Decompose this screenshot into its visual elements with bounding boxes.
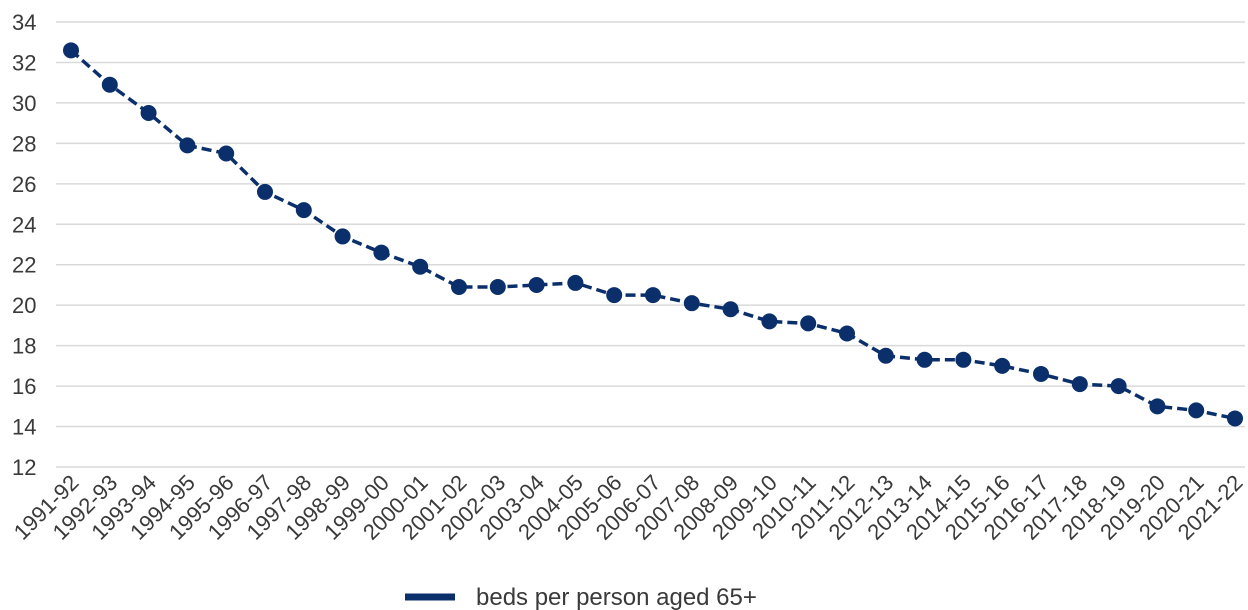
legend: beds per person aged 65+: [405, 584, 757, 610]
data-point: [179, 137, 196, 154]
y-tick-label: 12: [12, 455, 36, 480]
data-point: [645, 287, 661, 304]
legend-label: beds per person aged 65+: [476, 584, 757, 610]
series-line: [69, 48, 1236, 421]
y-axis-tick-labels: 12 14 16 18 20 22 24 26 28 30 32 34: [12, 10, 36, 480]
gridlines: [56, 21, 1245, 468]
y-tick-label: 16: [12, 374, 36, 399]
data-point: [489, 278, 506, 295]
data-point: [955, 351, 972, 368]
data-point: [63, 42, 79, 59]
y-tick-label: 28: [12, 131, 36, 156]
y-tick-label: 20: [12, 293, 36, 318]
data-point: [528, 276, 545, 293]
y-tick-label: 24: [12, 212, 36, 237]
data-point: [1033, 365, 1049, 382]
data-point: [257, 183, 273, 200]
data-point: [567, 274, 584, 291]
y-tick-label: 22: [12, 253, 36, 278]
data-point: [761, 313, 778, 330]
data-point: [994, 357, 1011, 374]
data-point: [722, 301, 739, 318]
data-point: [1188, 402, 1205, 419]
data-point: [1227, 410, 1243, 427]
data-point: [218, 145, 235, 162]
data-point: [1071, 376, 1088, 393]
data-point: [140, 105, 157, 122]
y-tick-label: 26: [12, 172, 36, 197]
data-point: [877, 347, 894, 364]
y-tick-label: 34: [12, 10, 36, 35]
data-point: [451, 278, 467, 295]
x-axis-tick-labels: 1991-921992-931993-941994-951995-961996-…: [9, 470, 1248, 545]
data-point: [606, 287, 623, 304]
data-point: [683, 295, 700, 312]
data-point: [1149, 398, 1166, 415]
data-point: [916, 351, 933, 368]
y-tick-label: 32: [12, 50, 36, 75]
data-point: [373, 244, 390, 261]
data-point: [839, 325, 855, 342]
data-point: [412, 258, 429, 275]
y-tick-label: 30: [12, 91, 36, 116]
data-point: [800, 315, 817, 332]
series-layer: [63, 42, 1243, 427]
data-point: [334, 228, 351, 245]
data-point: [101, 76, 118, 93]
y-tick-label: 18: [12, 334, 36, 359]
data-point: [1110, 378, 1127, 395]
data-point: [295, 202, 312, 219]
y-tick-label: 14: [12, 415, 36, 440]
